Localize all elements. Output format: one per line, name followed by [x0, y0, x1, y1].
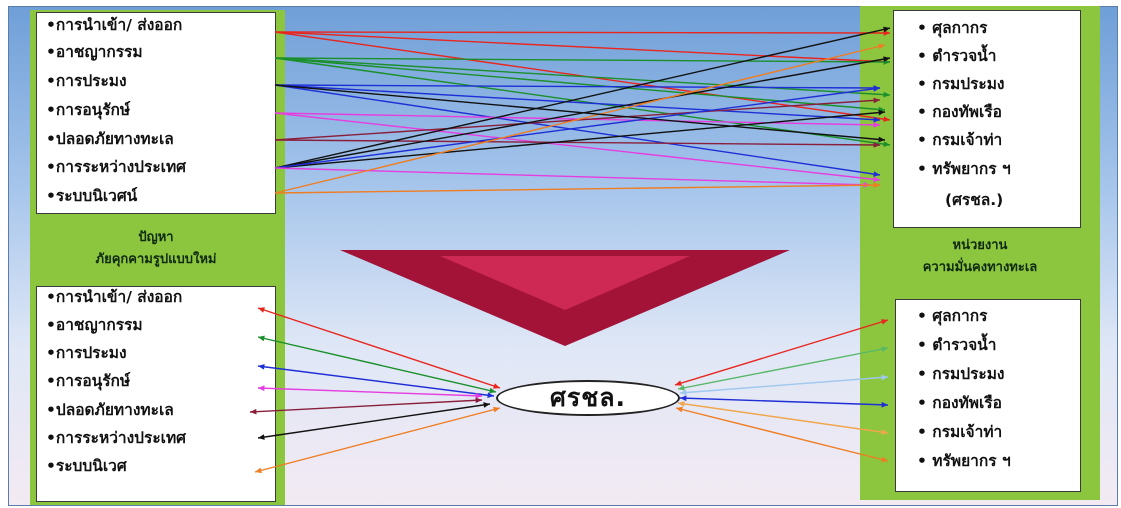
right-bottom-item: • กรมเจ้าท่า — [917, 423, 1003, 441]
agencies-caption-line1: หน่วยงาน — [952, 238, 1008, 253]
left-bottom-item: •การนำเข้า/ ส่งออก — [46, 288, 183, 306]
problems-caption-line1: ปัญหา — [138, 230, 174, 245]
right-top-item: • ตำรวจน้ำ — [917, 47, 997, 65]
hub-label: ศรชล. — [549, 383, 627, 412]
right-top-item: • กองทัพเรือ — [917, 103, 1002, 121]
problem-to-agency-arrow — [274, 84, 886, 143]
right-bottom-item: • ศุลกากร — [917, 307, 988, 325]
problem-to-hub-arrow — [257, 385, 483, 399]
problem-to-hub-arrow — [257, 402, 491, 440]
problem-to-agency-arrow — [274, 109, 886, 169]
hub-to-agency-arrow — [679, 374, 889, 396]
problem-to-hub-arrow — [249, 397, 483, 415]
right-top-item: • กรมประมง — [917, 75, 1005, 93]
problem-to-agency-arrow — [274, 57, 891, 98]
left-bottom-item: •การอนุรักษ์ — [46, 372, 131, 390]
hub-to-agency-arrow — [679, 395, 889, 408]
problem-to-agency-arrow — [274, 84, 881, 177]
left-bottom-item: •อาชญากรรม — [46, 316, 143, 334]
right-bottom-item: • ตำรวจน้ำ — [917, 336, 997, 354]
right-top-item: • กรมเจ้าท่า — [917, 131, 1003, 149]
right-top-item: • ทรัพยากร ฯ — [917, 160, 1011, 178]
left-bottom-item: •การระหว่างประเทศ — [46, 429, 187, 447]
left-bottom-item: •ระบบนิเวศ — [46, 457, 127, 475]
problem-to-agency-arrow — [274, 139, 881, 148]
hub-to-agency-arrow — [674, 319, 889, 386]
left-top-item: •การระหว่างประเทศ — [46, 158, 187, 176]
left-top-item: •การอนุรักษ์ — [46, 101, 131, 119]
problem-to-hub-arrow — [254, 406, 501, 474]
right-bottom-item: • กองทัพเรือ — [917, 394, 1002, 412]
problem-to-hub-arrow — [257, 363, 495, 399]
problem-to-hub-arrow — [257, 307, 501, 389]
left-top-item: •ระบบนิเวศน์ — [46, 187, 138, 205]
center-triangle-highlight — [440, 256, 690, 310]
problem-to-agency-arrow — [274, 86, 881, 169]
problem-to-agency-arrow — [274, 26, 891, 169]
agencies-box-top — [893, 10, 1081, 228]
hub-to-agency-arrow — [677, 346, 889, 391]
left-bottom-item: •ปลอดภัยทางทะเล — [46, 401, 174, 419]
problem-to-agency-arrow — [274, 84, 881, 123]
left-top-item: •การประมง — [46, 72, 127, 90]
agencies-caption-line2: ความมั่นคงทางทะเล — [922, 260, 1038, 275]
problem-to-agency-arrow — [274, 182, 881, 194]
hub-to-agency-arrow — [677, 401, 889, 435]
problem-to-agency-arrow — [274, 30, 891, 36]
right-top-item: • ศุลกากร — [917, 19, 988, 37]
left-top-item: •อาชญากรรม — [46, 43, 143, 61]
right-bottom-item: • กรมประมง — [917, 365, 1005, 383]
problem-to-agency-arrow — [274, 112, 881, 183]
problem-to-agency-arrow — [274, 57, 891, 147]
problem-to-agency-arrow — [274, 43, 886, 194]
left-bottom-item: •การประมง — [46, 344, 127, 362]
right-bottom-item: • ทรัพยากร ฯ — [917, 452, 1011, 470]
hub-ellipse: ศรชล. — [496, 380, 680, 416]
hub-to-agency-arrow — [675, 406, 889, 463]
agencies-box-bottom — [895, 299, 1081, 492]
problem-to-hub-arrow — [257, 335, 497, 394]
problems-caption-line2: ภัยคุกคามรูปแบบใหม่ — [95, 252, 217, 267]
problems-box-bottom — [36, 286, 276, 502]
left-top-item: •การนำเข้า/ ส่งออก — [46, 16, 183, 34]
left-top-item: •ปลอดภัยทางทะเล — [46, 130, 174, 148]
right-top-item-abbrev: (ศรชล.) — [945, 191, 1004, 209]
